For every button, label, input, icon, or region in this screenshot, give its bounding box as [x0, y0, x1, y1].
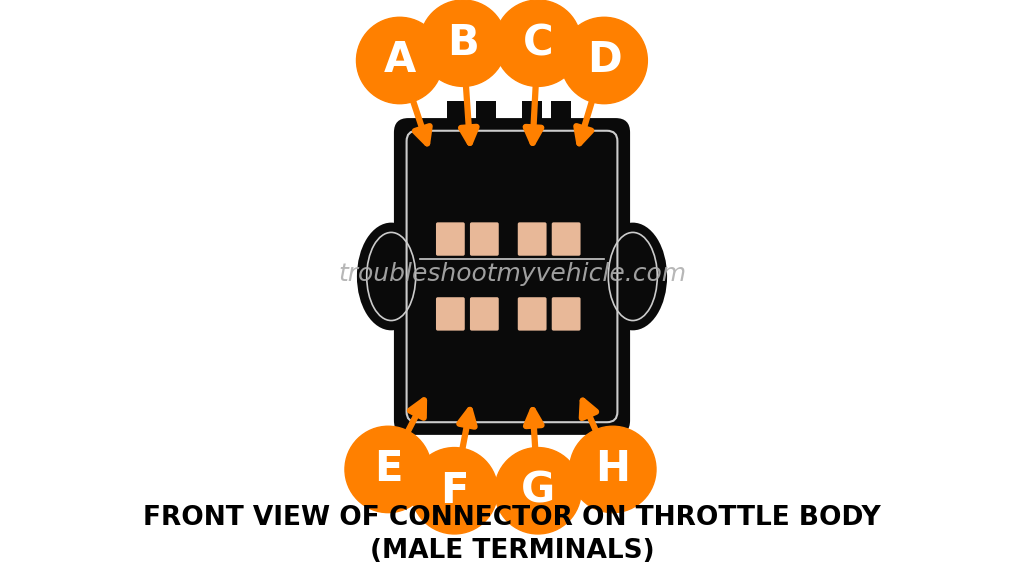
Ellipse shape [599, 223, 667, 331]
FancyBboxPatch shape [552, 222, 581, 256]
Circle shape [495, 448, 582, 534]
Text: G: G [521, 470, 555, 511]
Text: C: C [522, 22, 553, 64]
Circle shape [495, 0, 582, 86]
Circle shape [356, 17, 443, 104]
Text: F: F [440, 470, 469, 511]
Text: (MALE TERMINALS): (MALE TERMINALS) [370, 538, 654, 564]
Circle shape [420, 0, 506, 86]
Bar [447, 101, 467, 132]
Text: B: B [447, 22, 479, 64]
Circle shape [345, 426, 431, 513]
Bar [476, 101, 496, 132]
Circle shape [561, 17, 647, 104]
Text: E: E [374, 449, 402, 490]
FancyBboxPatch shape [518, 297, 547, 331]
Circle shape [412, 448, 498, 534]
Circle shape [569, 426, 656, 513]
Bar [522, 101, 542, 132]
FancyBboxPatch shape [552, 297, 581, 331]
FancyBboxPatch shape [394, 118, 630, 435]
FancyBboxPatch shape [436, 222, 465, 256]
Bar [551, 101, 570, 132]
Text: H: H [595, 449, 631, 490]
FancyBboxPatch shape [518, 222, 547, 256]
FancyBboxPatch shape [470, 222, 499, 256]
Text: FRONT VIEW OF CONNECTOR ON THROTTLE BODY: FRONT VIEW OF CONNECTOR ON THROTTLE BODY [143, 505, 881, 532]
Text: troubleshootmyvehicle.com: troubleshootmyvehicle.com [338, 262, 686, 286]
Text: D: D [587, 40, 622, 81]
FancyBboxPatch shape [470, 297, 499, 331]
FancyBboxPatch shape [436, 297, 465, 331]
Text: A: A [384, 40, 416, 81]
Ellipse shape [357, 223, 425, 331]
